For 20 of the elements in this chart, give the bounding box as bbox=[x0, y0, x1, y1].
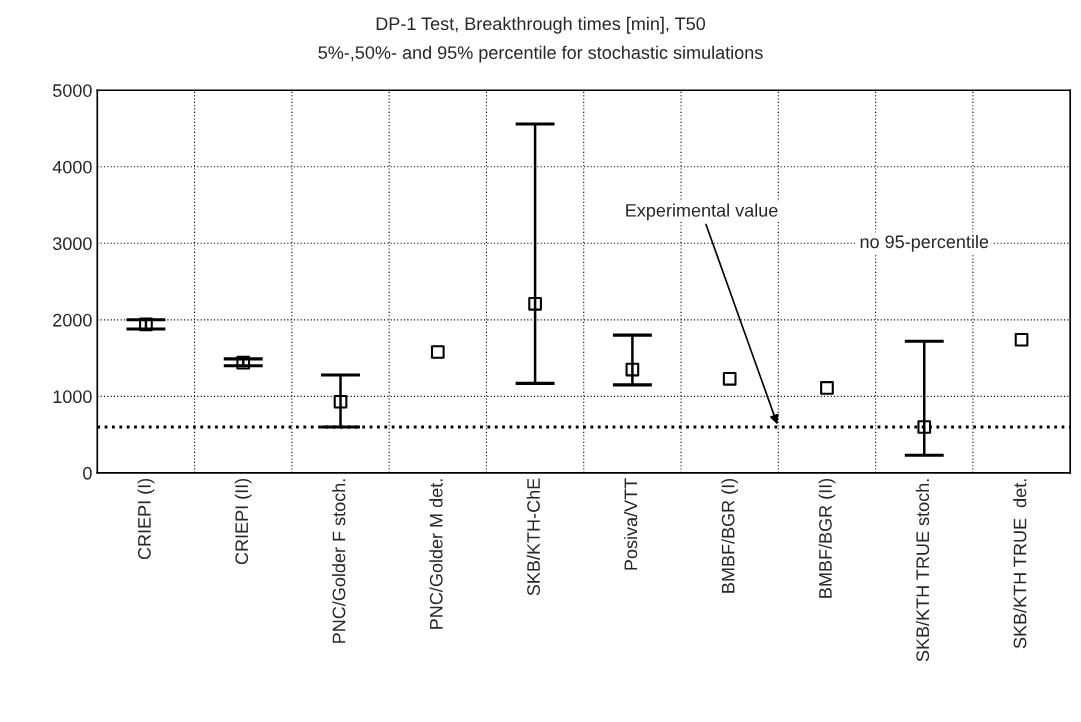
y-tick-label: 3000 bbox=[52, 237, 92, 251]
x-tick-label: SKB/KTH TRUE stoch. bbox=[915, 479, 930, 662]
y-tick-label: 2000 bbox=[53, 313, 92, 327]
x-tick-label: BMBF/BGR (I) bbox=[721, 478, 739, 593]
y-tick-label: 1000 bbox=[53, 390, 92, 404]
y-tick-label: 4000 bbox=[52, 160, 92, 174]
chart-subtitle: 5%-,50%- and 95% percentile for stochastic simulations bbox=[318, 45, 763, 63]
x-tick-label: CRIEPI (I) bbox=[137, 478, 155, 560]
x-tick-label: SKB/KTH-ChE bbox=[526, 478, 540, 596]
x-tick-label: PNC/Golder F stoch. bbox=[332, 479, 346, 643]
x-tick-label: BMBF/BGR (II) bbox=[818, 478, 836, 598]
y-tick-label: 0 bbox=[83, 466, 92, 480]
chart-title: DP-1 Test, Breakthrough times [min], T50 bbox=[376, 16, 706, 34]
ref-line-label: Experimental value bbox=[626, 203, 778, 221]
annotation: no 95-percentile bbox=[860, 234, 989, 252]
y-tick-label: 5000 bbox=[52, 84, 92, 97]
x-tick-label: Posiva/VTT bbox=[623, 478, 638, 570]
x-tick-label: CRIEPI (II) bbox=[234, 478, 252, 565]
x-tick-label: PNC/Golder M det. bbox=[429, 479, 443, 629]
x-tick-label: SKB/KTH TRUE det. bbox=[1013, 479, 1027, 649]
